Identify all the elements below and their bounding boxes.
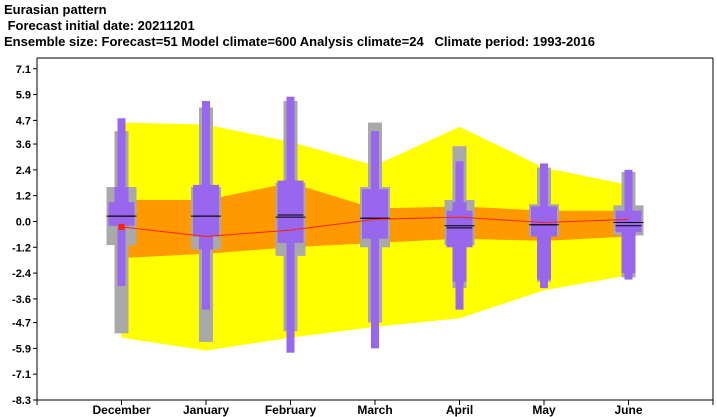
y-tick-label: -3.6 xyxy=(12,294,31,306)
x-tick-label: January xyxy=(183,403,229,417)
y-tick-label: 0.0 xyxy=(16,216,31,228)
x-tick-label: December xyxy=(92,403,150,417)
x-tick-label: April xyxy=(446,403,473,417)
y-tick-label: -2.4 xyxy=(12,268,32,280)
forecast-box xyxy=(362,189,388,239)
y-tick-label: -5.9 xyxy=(12,343,31,355)
analysis-line xyxy=(121,216,629,238)
y-tick-label: 4.7 xyxy=(16,115,31,127)
forecast-box xyxy=(277,180,304,243)
y-tick-label: -1.2 xyxy=(12,242,31,254)
x-tick-label: February xyxy=(265,403,317,417)
analysis-marker xyxy=(118,223,125,230)
y-tick-label: 5.9 xyxy=(16,90,31,102)
y-tick-label: 3.6 xyxy=(16,139,31,151)
forecast-box xyxy=(446,210,473,248)
forecast-box xyxy=(108,202,135,226)
forecast-box xyxy=(531,206,557,237)
x-tick-label: May xyxy=(532,403,556,417)
y-tick-label: -8.3 xyxy=(12,395,31,407)
forecast-whisker xyxy=(371,131,379,349)
chart-axes: 7.1 5.9 4.7 3.6 2.4 1.2 0.0 -1.2 -2.4 -3.6 -4.7 -5.… xyxy=(12,57,714,417)
y-tick-label: 7.1 xyxy=(16,64,31,76)
analysis-line-group xyxy=(118,216,629,238)
forecast-box xyxy=(193,184,219,237)
box-plots xyxy=(106,96,644,353)
y-tick-label: 2.4 xyxy=(16,165,32,177)
chart-title: Eurasian pattern xyxy=(4,2,107,17)
forecast-box xyxy=(615,210,642,233)
ensemble-info-label: Ensemble size: Forecast=51 Model climate… xyxy=(4,34,595,49)
forecast-date-label: Forecast initial date: 20211201 xyxy=(4,18,195,33)
y-tick-label: -7.1 xyxy=(12,369,31,381)
y-tick-label: 1.2 xyxy=(16,191,31,203)
x-tick-label: March xyxy=(357,403,392,417)
x-tick-label: June xyxy=(614,403,642,417)
y-tick-label: -4.7 xyxy=(12,318,31,330)
